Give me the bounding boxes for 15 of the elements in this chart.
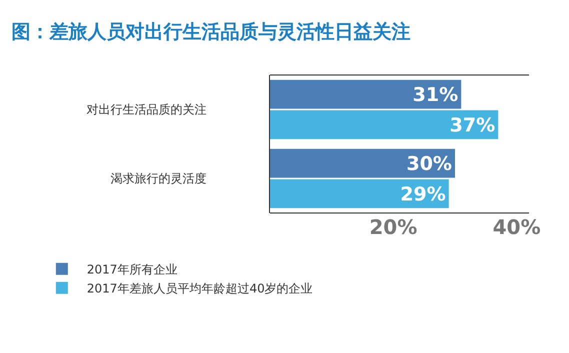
y-tick-label: 对出行生活品质的关注	[86, 102, 207, 117]
bar	[270, 179, 449, 208]
data-label: 37%	[450, 114, 496, 136]
legend-label: 2017年所有企业	[86, 262, 178, 277]
bar	[270, 110, 498, 140]
bar	[270, 148, 455, 178]
data-label: 31%	[412, 84, 458, 106]
data-label: 30%	[406, 152, 452, 175]
legend-label: 2017年差旅人员平均年龄超过40岁的企业	[86, 282, 313, 296]
y-tick-label: 渴求旅行的灵活度	[110, 172, 207, 186]
chart-title: 图：差旅人员对出行生活品质与灵活性日益关注	[11, 21, 410, 44]
bar	[270, 80, 462, 109]
x-tick-label: 40%	[492, 215, 541, 239]
x-tick-label: 20%	[369, 215, 418, 239]
data-label: 29%	[400, 183, 446, 206]
